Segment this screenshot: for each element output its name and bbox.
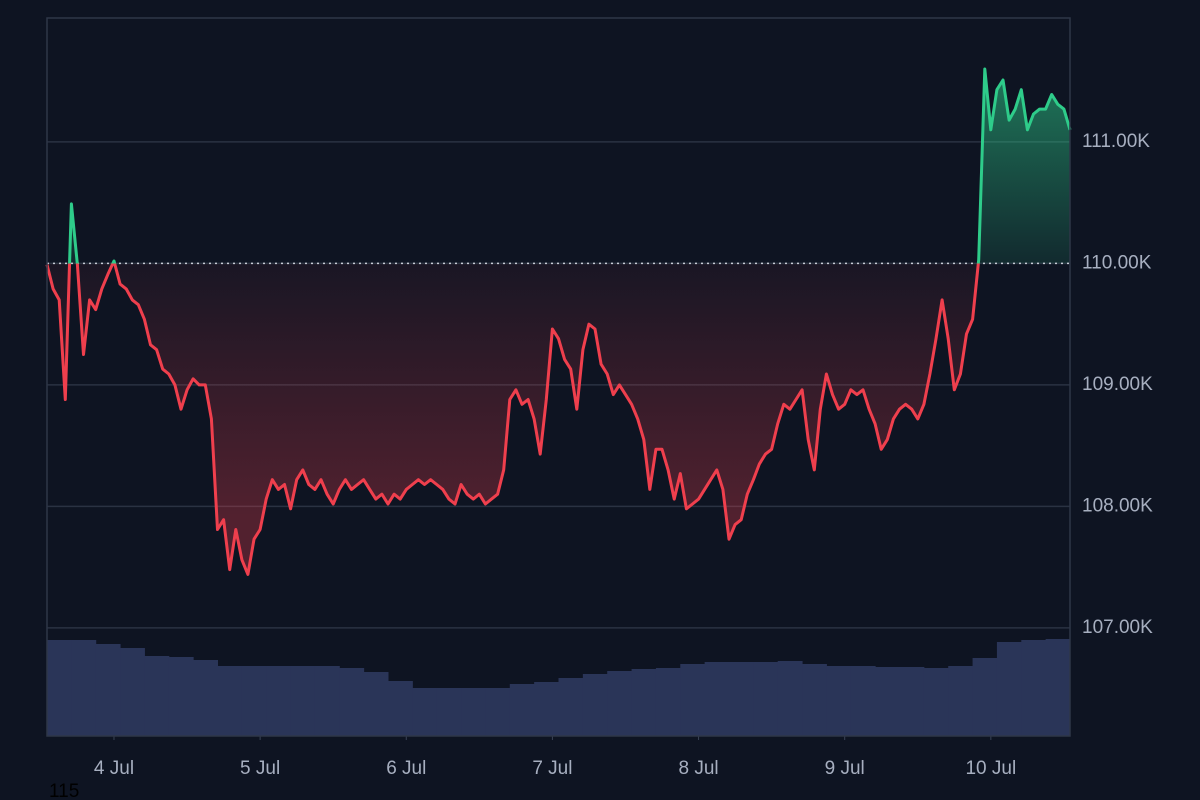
footer-text: 115 <box>49 781 79 800</box>
volume-bar <box>826 666 852 736</box>
x-tick-label: 8 Jul <box>678 758 718 779</box>
volume-bar <box>582 674 608 736</box>
volume-bar <box>47 640 72 736</box>
x-tick-label: 10 Jul <box>965 758 1016 779</box>
volume-bar <box>120 648 145 736</box>
volume-bar <box>168 657 194 736</box>
volume-bar <box>509 684 535 736</box>
volume-bar <box>71 640 97 736</box>
volume-layer <box>47 639 1071 736</box>
x-tick-label: 5 Jul <box>240 758 280 779</box>
volume-bar <box>875 667 900 736</box>
y-tick-label: 107.00K <box>1082 617 1153 638</box>
volume-bar <box>436 688 462 736</box>
volume-bar <box>680 664 706 736</box>
volume-bar <box>314 666 340 736</box>
volume-bar <box>290 666 316 736</box>
volume-bar <box>339 668 365 736</box>
volume-bar <box>1045 639 1071 736</box>
volume-bar <box>558 678 584 736</box>
volume-bar <box>972 658 998 736</box>
volume-bar <box>655 668 681 736</box>
volume-bar <box>802 664 827 736</box>
volume-bar <box>363 672 389 736</box>
volume-bar <box>631 669 657 736</box>
volume-bar <box>388 681 413 736</box>
volume-bar <box>217 666 243 736</box>
volume-bar <box>461 688 486 736</box>
x-tick-label: 6 Jul <box>386 758 426 779</box>
y-tick-label: 110.00K <box>1082 252 1152 273</box>
x-tick-label: 4 Jul <box>94 758 134 779</box>
volume-bar <box>1021 640 1047 736</box>
x-tick-label: 9 Jul <box>825 758 865 779</box>
volume-bar <box>948 666 974 736</box>
volume-bar <box>193 660 218 736</box>
y-tick-label: 108.00K <box>1082 495 1153 516</box>
volume-bar <box>704 662 730 736</box>
plot-frame <box>46 17 1071 737</box>
volume-bar <box>996 642 1022 736</box>
volume-bar <box>777 661 803 736</box>
volume-bar <box>95 644 121 736</box>
y-tick-label: 109.00K <box>1082 374 1153 395</box>
volume-bar <box>144 656 170 736</box>
volume-bar <box>753 662 779 736</box>
volume-bar <box>534 682 559 736</box>
axes-layer: 107.00K 108.00K 109.00K 110.00K 111.00K 4 Jul… <box>46 17 1153 779</box>
baseline-area <box>47 69 1070 575</box>
volume-bar <box>899 667 925 736</box>
volume-bar <box>485 688 511 736</box>
price-line <box>45 67 1072 576</box>
volume-bar <box>923 668 949 736</box>
volume-bar <box>241 666 267 736</box>
y-tick-label: 111.00K <box>1082 131 1150 152</box>
volume-bar <box>412 688 438 736</box>
volume-bar <box>607 671 633 736</box>
volume-bar <box>850 666 876 736</box>
plot-layer <box>45 67 1072 576</box>
volume-bar <box>266 666 292 736</box>
volume-bar <box>729 662 754 736</box>
x-tick-label: 7 Jul <box>532 758 572 779</box>
